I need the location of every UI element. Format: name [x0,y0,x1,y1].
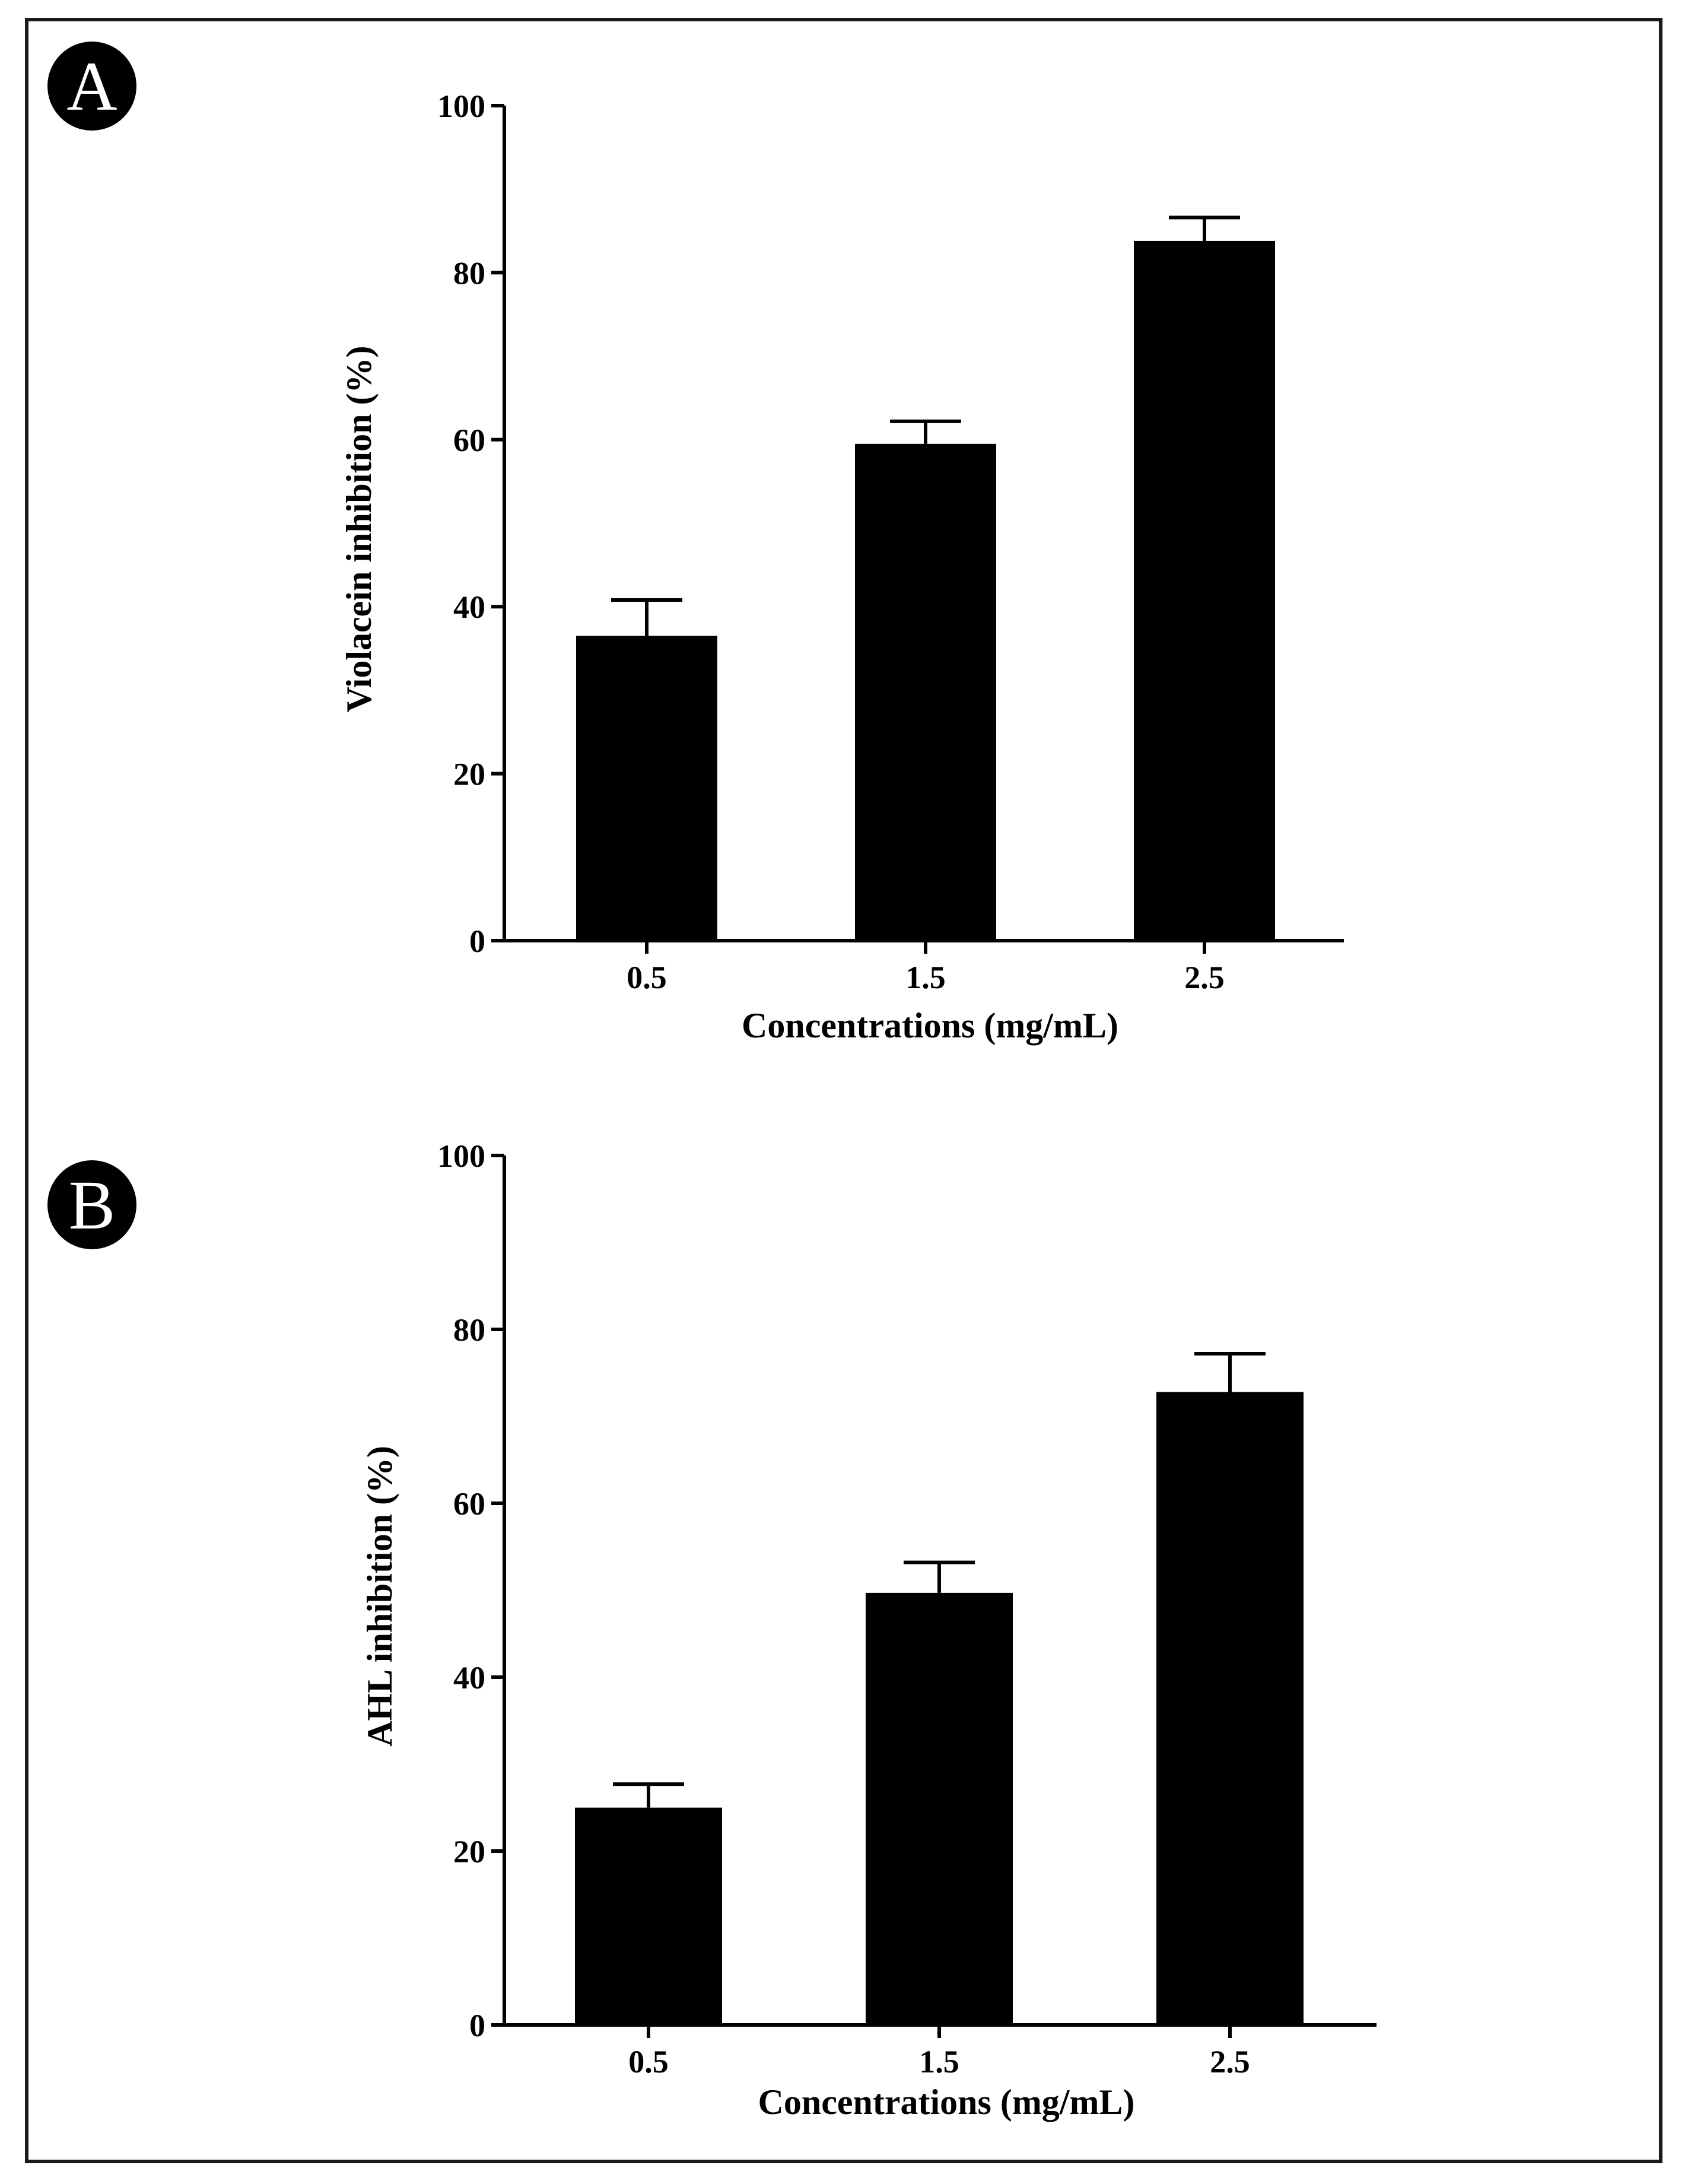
panel-a-circle [47,42,136,131]
chart-a-bar [855,443,996,941]
panel-a-badge: A [47,42,136,131]
chart-a-x-axis-title: Concentrations (mg/mL) [742,1006,1118,1045]
chart-a-y-axis-title: Violacein inhibition (%) [339,346,379,713]
chart-a-x-tick-label: 2.5 [1184,960,1225,995]
chart-b-bar [575,1807,722,2025]
chart-b-y-tick-label: 20 [453,1834,485,1869]
panel-b-letter: B [69,1166,116,1244]
chart-a: 0 20 40 60 80 100 0.5 1.5 2.5 Concentrations (mg/… [339,88,1344,1045]
chart-a-x-tick-label: 1.5 [905,960,946,995]
panel-a-letter: A [66,47,117,125]
chart-b-x-tick-label: 0.5 [628,2044,669,2080]
chart-a-x-tick-label: 0.5 [627,960,667,995]
chart-a-bar [1134,240,1275,941]
panel-b-badge: B [47,1160,136,1249]
figure-frame [25,18,1662,2163]
chart-b-x-tick-label: 2.5 [1210,2044,1250,2080]
panel-b-circle [47,1160,136,1249]
chart-a-y-tick-label: 20 [453,757,485,792]
chart-a-y-tick-label: 0 [469,923,485,959]
chart-b-y-tick-label: 0 [469,2008,485,2043]
chart-b: 0 20 40 60 80 100 0.5 1.5 2.5 Concentrations (mg/… [360,1138,1377,2122]
chart-a-y-tick-label: 60 [453,423,485,458]
chart-b-y-tick-label: 60 [453,1486,485,1522]
chart-b-y-tick-label: 40 [453,1660,485,1696]
chart-b-x-tick-label: 1.5 [919,2044,959,2080]
chart-a-y-tick-label: 80 [453,255,485,291]
chart-b-x-axis-title: Concentrations (mg/mL) [758,2083,1135,2122]
chart-b-y-axis-title: AHL inhibition (%) [360,1446,399,1747]
chart-b-y-tick-label: 80 [453,1312,485,1348]
chart-a-y-tick-label: 40 [453,589,485,625]
chart-b-y-tick-label: 100 [437,1138,485,1174]
chart-b-bar [866,1592,1013,2025]
chart-b-bar [1156,1392,1304,2025]
chart-a-bar [576,636,717,941]
chart-a-y-tick-label: 100 [437,88,485,124]
